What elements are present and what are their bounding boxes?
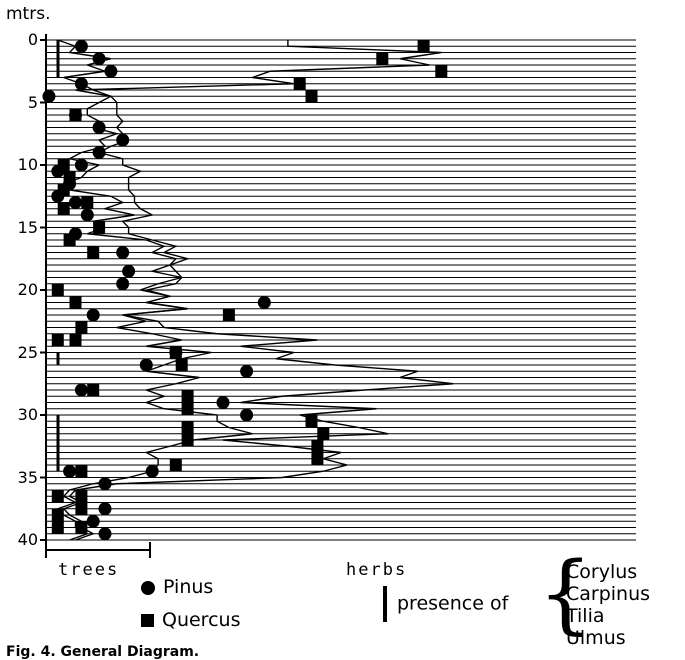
pinus-point <box>69 196 82 209</box>
quercus-point <box>57 159 70 171</box>
pinus-point <box>74 39 88 53</box>
shrub-taxon-corylus: Corylus <box>566 561 638 583</box>
pinus-point <box>104 64 118 78</box>
quercus-point <box>63 234 76 246</box>
quercus-point <box>87 246 100 259</box>
depth-gridlines <box>46 39 636 541</box>
quercus-point <box>75 321 88 334</box>
quercus-point <box>305 415 318 428</box>
quercus-point <box>305 90 318 103</box>
quercus-point <box>181 402 194 415</box>
quercus-point <box>293 77 306 90</box>
pinus-point <box>240 408 254 422</box>
quercus-point <box>169 346 182 359</box>
pinus-point <box>216 396 230 409</box>
quercus-point <box>57 202 70 215</box>
quercus-point <box>181 434 194 446</box>
y-tick-label: 25 <box>17 342 38 362</box>
data-markers <box>42 39 448 541</box>
legend-quercus: Quercus <box>141 609 240 631</box>
pinus-point <box>98 527 112 541</box>
quercus-point <box>181 421 194 434</box>
y-tick-label: 40 <box>17 530 38 549</box>
presence-bar-icon <box>383 586 387 622</box>
quercus-point <box>69 109 82 121</box>
pinus-point <box>86 514 100 528</box>
quercus-point <box>311 440 324 453</box>
legend-presence-label: presence of <box>397 592 509 615</box>
quercus-point <box>222 309 235 321</box>
quercus-point <box>87 384 100 396</box>
pinus-point <box>42 89 56 103</box>
y-tick-label: 0 <box>27 30 38 49</box>
quercus-point <box>57 184 70 196</box>
y-tick-label: 20 <box>17 280 38 299</box>
y-tick-label: 10 <box>17 155 38 174</box>
pinus-point <box>116 133 130 147</box>
depth-axis <box>40 34 151 558</box>
pinus-point <box>122 264 136 278</box>
pinus-point <box>74 77 88 91</box>
quercus-point <box>417 40 430 53</box>
pinus-point <box>116 246 130 259</box>
quercus-point <box>51 284 64 296</box>
quercus-point <box>75 465 88 478</box>
pinus-point <box>240 364 254 378</box>
pinus-point <box>98 502 112 516</box>
pinus-point <box>74 383 88 397</box>
quercus-point <box>51 490 64 503</box>
quercus-point <box>51 509 64 521</box>
pinus-point <box>257 296 271 309</box>
pinus-point <box>92 52 106 66</box>
legend-quercus-label: Quercus <box>162 609 241 631</box>
pinus-point <box>74 158 88 172</box>
pinus-point <box>80 208 94 222</box>
pinus-point <box>139 358 153 372</box>
quercus-point <box>51 334 64 346</box>
trees-label: trees <box>58 560 120 580</box>
quercus-point <box>75 502 88 515</box>
herbs-label: herbs <box>346 560 408 580</box>
legend-presence: presence of <box>383 586 508 622</box>
quercus-point <box>63 171 76 184</box>
quercus-point <box>311 452 324 465</box>
y-tick-label: 30 <box>17 405 38 424</box>
pinus-point <box>92 146 106 159</box>
y-tick-label: 15 <box>17 217 38 237</box>
quercus-point <box>317 427 330 440</box>
quercus-point <box>175 359 188 371</box>
y-axis-label: mtrs. <box>6 4 51 24</box>
quercus-point <box>435 65 448 78</box>
shrub-taxon-carpinus: Carpinus <box>566 583 651 605</box>
quercus-point <box>169 459 182 471</box>
legend-pinus: Pinus <box>141 576 213 598</box>
quercus-point <box>69 296 82 309</box>
pinus-point <box>145 464 159 478</box>
pinus-point <box>86 308 100 322</box>
quercus-point <box>69 334 82 346</box>
quercus-point <box>81 196 94 209</box>
quercus-point <box>93 221 106 234</box>
pinus-point <box>92 121 106 134</box>
band-boundary-herbs <box>62 40 454 541</box>
pinus-point <box>63 464 77 478</box>
brace-icon: { <box>538 544 593 644</box>
quercus-point <box>51 521 64 534</box>
y-tick-label: 5 <box>27 92 38 112</box>
pinus-point <box>98 477 112 491</box>
quercus-point <box>75 490 88 503</box>
quercus-point <box>181 390 194 403</box>
figure-caption: Fig. 4. General Diagram. <box>6 644 200 660</box>
shrub-taxon-tilia: Tilia <box>566 605 605 627</box>
legend-pinus-label: Pinus <box>163 576 214 598</box>
pinus-point <box>116 277 130 291</box>
square-marker-icon <box>141 614 154 627</box>
circle-marker-icon <box>141 580 155 595</box>
quercus-point <box>75 521 88 534</box>
quercus-point <box>376 52 389 65</box>
shrub-taxon-ulmus: Ulmus <box>566 627 626 649</box>
y-tick-label: 35 <box>17 467 38 487</box>
